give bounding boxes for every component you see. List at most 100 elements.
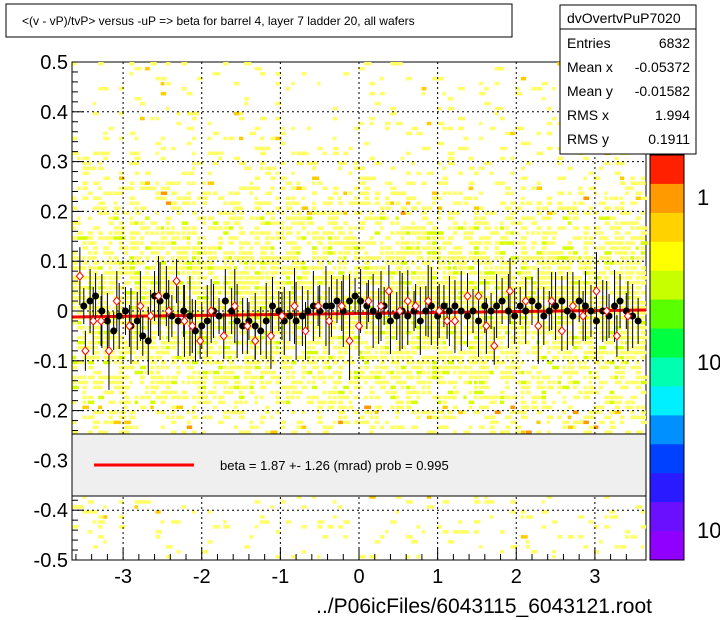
histogram-cell <box>280 271 287 275</box>
histogram-cell <box>77 301 81 305</box>
histogram-cell <box>338 256 343 260</box>
histogram-cell <box>416 395 421 400</box>
histogram-cell <box>452 380 458 385</box>
histogram-cell <box>145 171 152 176</box>
histogram-cell <box>479 405 485 410</box>
histogram-cell <box>468 330 476 335</box>
histogram-cell <box>635 405 640 410</box>
histogram-cell <box>280 345 287 350</box>
histogram-cell <box>171 286 175 290</box>
histogram-cell <box>265 365 271 370</box>
histogram-cell <box>640 226 648 230</box>
histogram-cell <box>218 266 226 270</box>
histogram-cell <box>145 231 150 235</box>
histogram-cell <box>369 216 377 220</box>
histogram-cell <box>244 311 249 315</box>
histogram-cell <box>432 271 439 275</box>
histogram-cell <box>134 246 139 250</box>
histogram-cell <box>578 335 584 340</box>
data-point-filled <box>298 312 306 320</box>
histogram-cell <box>353 340 361 345</box>
histogram-cell <box>155 226 160 230</box>
histogram-cell <box>473 256 481 260</box>
histogram-cell <box>77 325 83 330</box>
histogram-cell <box>327 375 334 380</box>
histogram-cell <box>552 550 556 554</box>
histogram-cell <box>77 256 81 260</box>
histogram-cell <box>301 365 307 370</box>
histogram-cell <box>520 415 528 420</box>
histogram-cell <box>301 550 306 554</box>
histogram-cell <box>171 390 178 395</box>
histogram-cell <box>98 236 103 240</box>
histogram-cell <box>98 330 102 335</box>
histogram-cell <box>364 360 369 365</box>
histogram-cell <box>98 515 104 519</box>
histogram-cell <box>301 261 306 265</box>
histogram-cell <box>249 390 255 395</box>
histogram-cell <box>129 271 136 275</box>
histogram-cell <box>385 390 390 395</box>
histogram-cell <box>442 380 447 385</box>
histogram-cell <box>306 350 313 355</box>
histogram-cell <box>327 201 333 205</box>
histogram-cell <box>244 430 251 434</box>
histogram-cell <box>134 395 139 400</box>
histogram-cell <box>406 201 411 205</box>
histogram-cell <box>259 286 267 290</box>
histogram-cell <box>614 251 621 255</box>
histogram-cell <box>165 555 171 559</box>
histogram-cell <box>421 380 426 385</box>
histogram-cell <box>98 206 104 210</box>
histogram-cell <box>228 281 234 285</box>
histogram-cell <box>212 291 217 295</box>
palette-swatch <box>650 328 684 358</box>
histogram-cell <box>520 395 524 400</box>
histogram-cell <box>567 241 572 245</box>
histogram-cell <box>171 146 176 151</box>
histogram-cell <box>259 515 265 519</box>
histogram-cell <box>619 545 627 549</box>
histogram-cell <box>505 380 509 385</box>
histogram-cell <box>599 355 604 360</box>
histogram-cell <box>275 330 283 335</box>
histogram-cell <box>270 311 277 315</box>
histogram-cell <box>473 530 479 534</box>
histogram-cell <box>599 345 606 350</box>
histogram-cell <box>562 316 569 320</box>
histogram-cell <box>233 111 240 116</box>
histogram-cell <box>452 251 460 255</box>
histogram-cell <box>494 365 499 370</box>
histogram-cell <box>92 380 100 385</box>
histogram-cell <box>82 400 87 405</box>
histogram-cell <box>379 76 384 81</box>
histogram-cell <box>103 345 110 350</box>
histogram-cell <box>228 251 235 255</box>
histogram-cell <box>228 350 235 355</box>
histogram-cell <box>113 281 117 285</box>
histogram-cell <box>249 316 257 320</box>
histogram-cell <box>275 261 282 265</box>
histogram-cell <box>541 286 549 290</box>
histogram-cell <box>541 405 548 410</box>
histogram-cell <box>406 241 410 245</box>
histogram-cell <box>207 256 214 260</box>
histogram-cell <box>604 325 612 330</box>
histogram-cell <box>588 340 594 345</box>
histogram-cell <box>244 96 249 101</box>
data-point-diamond <box>612 331 622 341</box>
histogram-cell <box>72 365 78 370</box>
histogram-cell <box>265 410 270 415</box>
histogram-cell <box>312 375 317 380</box>
histogram-cell <box>171 206 176 210</box>
histogram-cell <box>259 311 265 315</box>
histogram-cell <box>374 335 380 340</box>
histogram-cell <box>379 281 385 285</box>
histogram-cell <box>369 271 377 275</box>
histogram-cell <box>259 246 266 250</box>
histogram-cell <box>160 146 166 151</box>
histogram-cell <box>72 221 78 225</box>
histogram-cell <box>176 261 181 265</box>
histogram-cell <box>552 261 558 265</box>
histogram-cell <box>119 176 125 180</box>
